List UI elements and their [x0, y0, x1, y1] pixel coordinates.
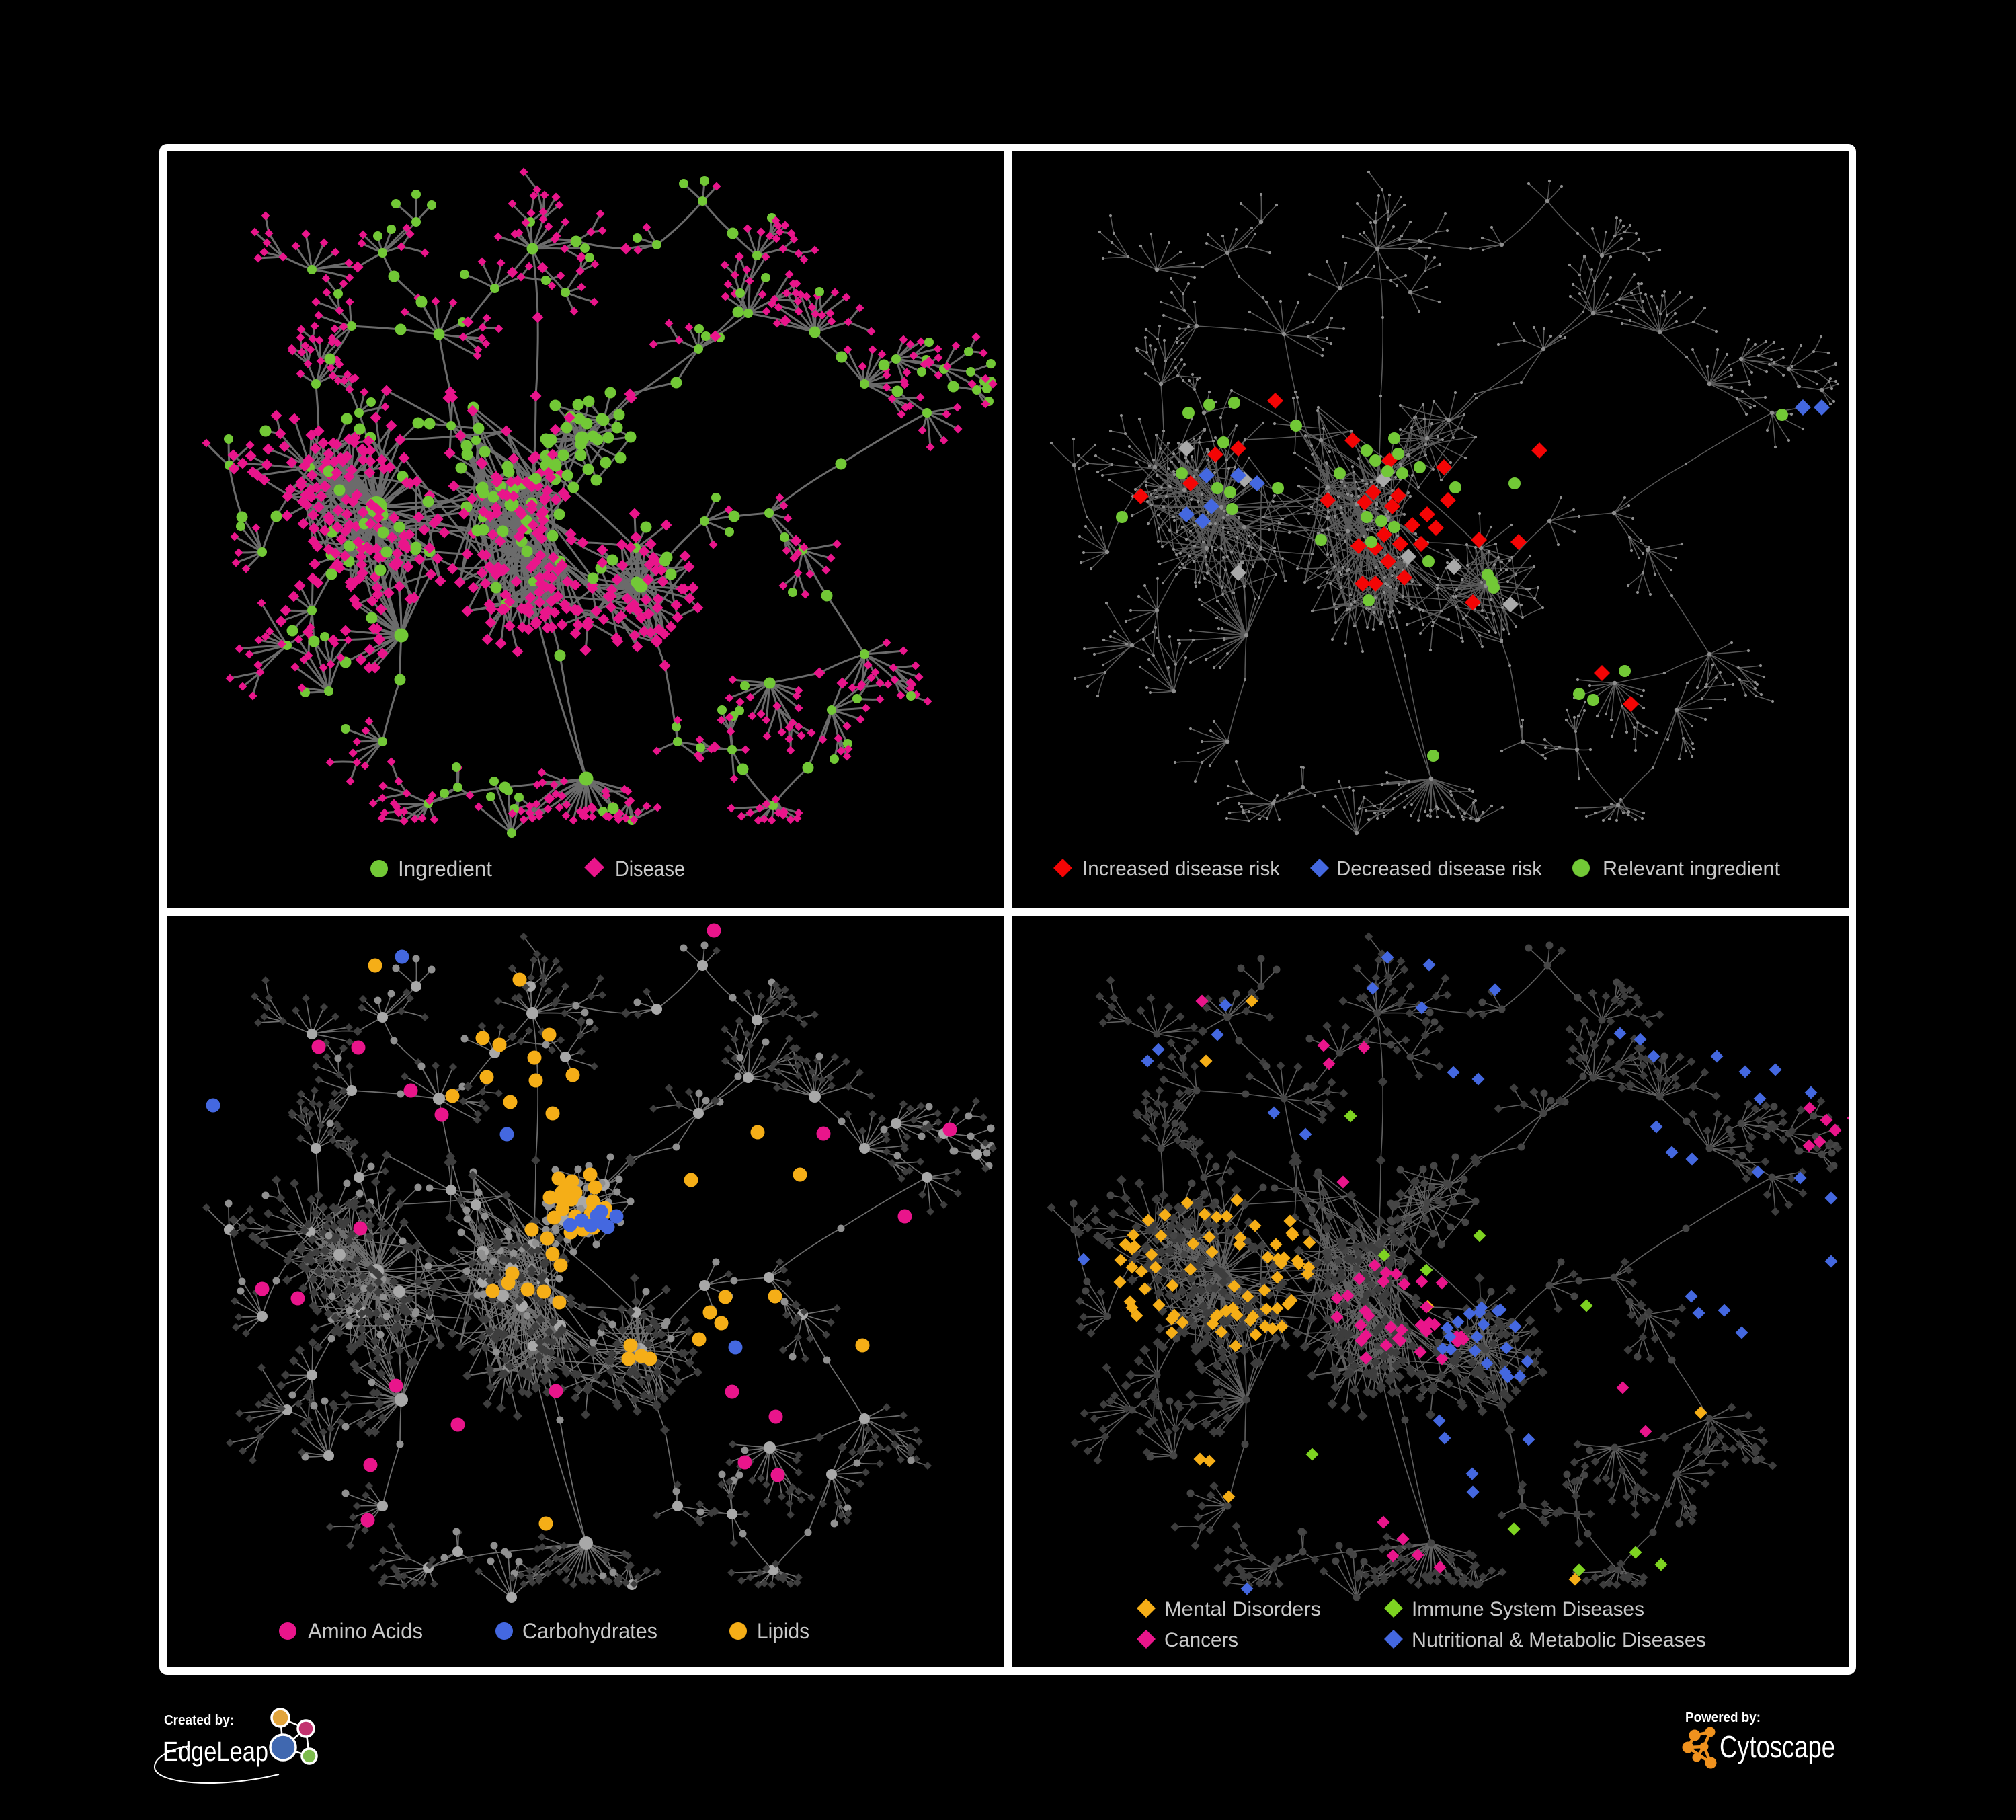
svg-text:Mental Disorders: Mental Disorders: [1164, 1598, 1321, 1620]
svg-text:Nutritional & Metabolic Diseas: Nutritional & Metabolic Diseases: [1412, 1629, 1706, 1651]
svg-text:EdgeLeap: EdgeLeap: [163, 1736, 268, 1767]
svg-text:Ingredient: Ingredient: [398, 857, 492, 881]
svg-text:Relevant ingredient: Relevant ingredient: [1603, 857, 1780, 880]
svg-text:Powered by:: Powered by:: [1685, 1710, 1761, 1725]
svg-text:Amino Acids: Amino Acids: [308, 1619, 423, 1643]
svg-text:Decreased disease risk: Decreased disease risk: [1336, 857, 1542, 880]
svg-text:Disease: Disease: [615, 857, 685, 881]
svg-text:Created by:: Created by:: [164, 1713, 234, 1728]
svg-text:Carbohydrates: Carbohydrates: [522, 1619, 657, 1643]
svg-text:Immune System Diseases: Immune System Diseases: [1412, 1598, 1644, 1620]
svg-text:Cytoscape: Cytoscape: [1720, 1729, 1835, 1764]
svg-text:Lipids: Lipids: [757, 1619, 809, 1643]
svg-text:Cancers: Cancers: [1164, 1629, 1238, 1651]
svg-text:Increased disease risk: Increased disease risk: [1082, 857, 1280, 880]
